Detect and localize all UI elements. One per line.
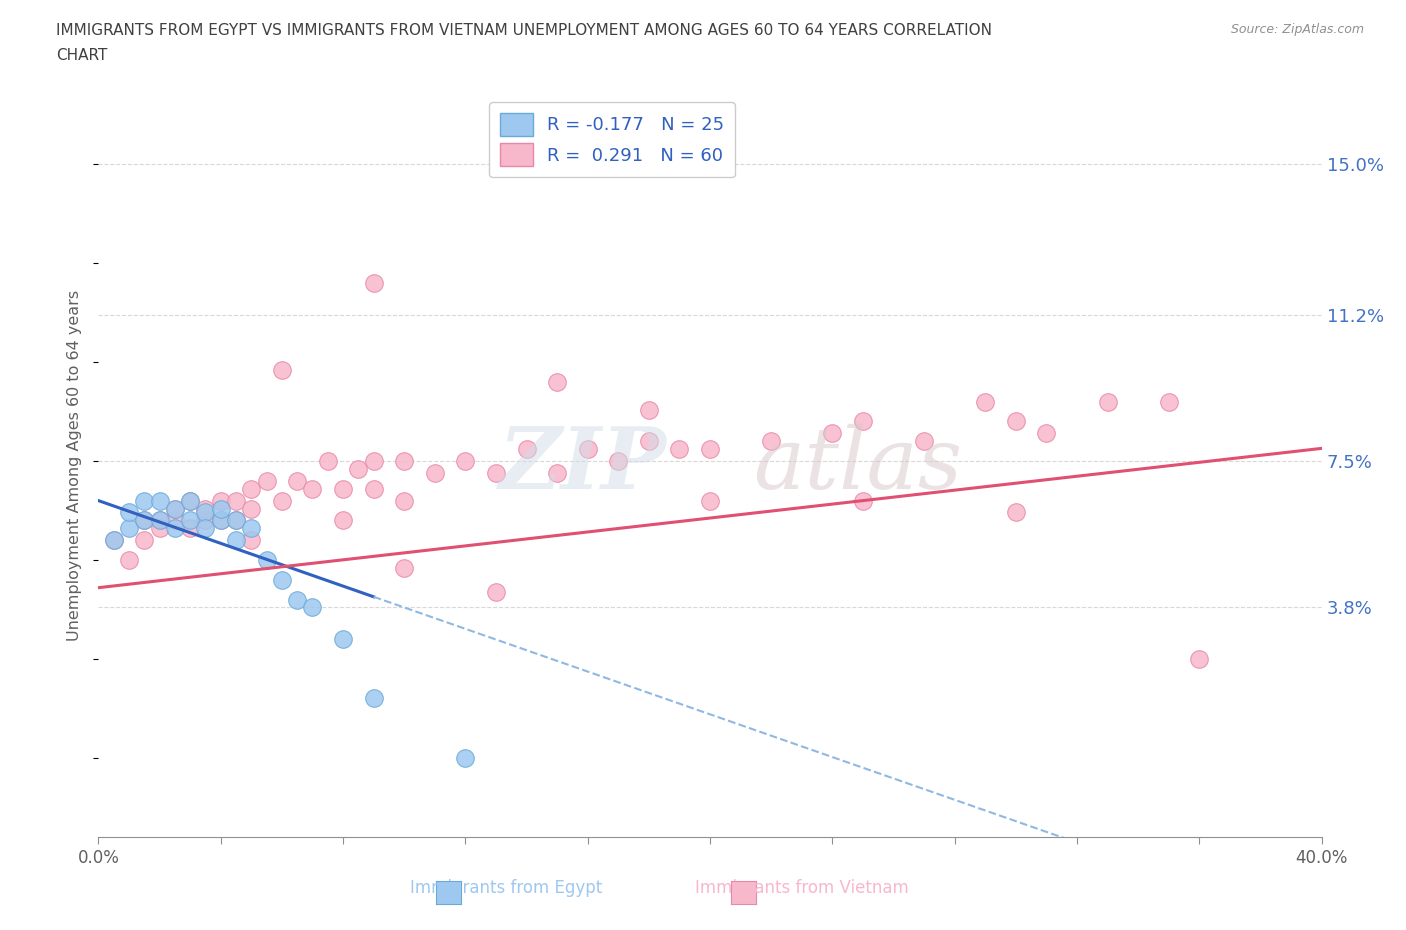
Point xyxy=(225,513,247,528)
Point xyxy=(118,505,141,520)
Point xyxy=(1157,394,1180,409)
Point xyxy=(240,521,263,536)
Point xyxy=(149,513,172,528)
Point xyxy=(347,461,370,476)
Point xyxy=(163,521,186,536)
Point xyxy=(423,466,446,481)
Point xyxy=(163,501,186,516)
Point xyxy=(149,513,172,528)
Point xyxy=(852,414,875,429)
Point xyxy=(270,363,292,378)
Point xyxy=(363,691,385,706)
Text: CHART: CHART xyxy=(56,48,108,63)
Point xyxy=(1004,414,1026,429)
Point xyxy=(485,466,508,481)
Text: atlas: atlas xyxy=(752,424,962,506)
Point xyxy=(363,482,385,497)
Point xyxy=(225,533,247,548)
Point xyxy=(576,442,599,457)
Point xyxy=(179,493,201,508)
Point xyxy=(209,513,232,528)
Point xyxy=(301,482,323,497)
Point xyxy=(225,513,247,528)
Text: ZIP: ZIP xyxy=(499,423,668,507)
Point xyxy=(134,513,156,528)
Point xyxy=(392,454,416,469)
Text: Source: ZipAtlas.com: Source: ZipAtlas.com xyxy=(1230,23,1364,36)
Text: Immigrants from Vietnam: Immigrants from Vietnam xyxy=(695,880,908,897)
Point xyxy=(516,442,538,457)
Point xyxy=(392,561,416,576)
Point xyxy=(194,501,217,516)
Point xyxy=(454,454,477,469)
Point xyxy=(1188,652,1211,667)
Point xyxy=(363,454,385,469)
Point xyxy=(607,454,630,469)
Point xyxy=(316,454,339,469)
Point xyxy=(852,493,875,508)
Point xyxy=(1004,505,1026,520)
Point xyxy=(103,533,125,548)
Point xyxy=(194,513,217,528)
Point xyxy=(225,493,247,508)
Point xyxy=(149,521,172,536)
Point xyxy=(759,433,782,448)
Point xyxy=(103,533,125,548)
Y-axis label: Unemployment Among Ages 60 to 64 years: Unemployment Among Ages 60 to 64 years xyxy=(67,289,83,641)
Point xyxy=(1097,394,1119,409)
Point xyxy=(546,466,568,481)
Point xyxy=(912,433,935,448)
Text: Immigrants from Egypt: Immigrants from Egypt xyxy=(411,880,602,897)
Point xyxy=(134,513,156,528)
Point xyxy=(149,493,172,508)
Point xyxy=(285,592,308,607)
Point xyxy=(270,493,292,508)
Point xyxy=(179,493,201,508)
Point xyxy=(256,552,278,567)
Point xyxy=(179,521,201,536)
Point xyxy=(240,501,263,516)
Point xyxy=(699,493,721,508)
Point xyxy=(668,442,690,457)
Point xyxy=(256,473,278,488)
Point xyxy=(163,501,186,516)
Text: IMMIGRANTS FROM EGYPT VS IMMIGRANTS FROM VIETNAM UNEMPLOYMENT AMONG AGES 60 TO 6: IMMIGRANTS FROM EGYPT VS IMMIGRANTS FROM… xyxy=(56,23,993,38)
Point xyxy=(118,552,141,567)
Point xyxy=(974,394,997,409)
Point xyxy=(1035,426,1057,441)
Point xyxy=(821,426,844,441)
Point xyxy=(134,493,156,508)
Point xyxy=(392,493,416,508)
Legend: R = -0.177   N = 25, R =  0.291   N = 60: R = -0.177 N = 25, R = 0.291 N = 60 xyxy=(489,102,735,178)
Point xyxy=(285,473,308,488)
Point xyxy=(332,631,354,646)
Point xyxy=(637,433,661,448)
Point xyxy=(301,600,323,615)
Point xyxy=(332,482,354,497)
Point xyxy=(332,513,354,528)
Point xyxy=(209,493,232,508)
Point xyxy=(179,513,201,528)
Point xyxy=(209,513,232,528)
Point xyxy=(134,533,156,548)
Point xyxy=(454,751,477,765)
Point xyxy=(699,442,721,457)
Point xyxy=(637,402,661,417)
Point xyxy=(270,572,292,587)
Point xyxy=(209,501,232,516)
Point xyxy=(485,584,508,599)
Point xyxy=(240,482,263,497)
Point xyxy=(194,521,217,536)
Point xyxy=(240,533,263,548)
Point xyxy=(118,521,141,536)
Point xyxy=(546,375,568,390)
Point xyxy=(194,505,217,520)
Point xyxy=(363,275,385,290)
Point xyxy=(163,513,186,528)
